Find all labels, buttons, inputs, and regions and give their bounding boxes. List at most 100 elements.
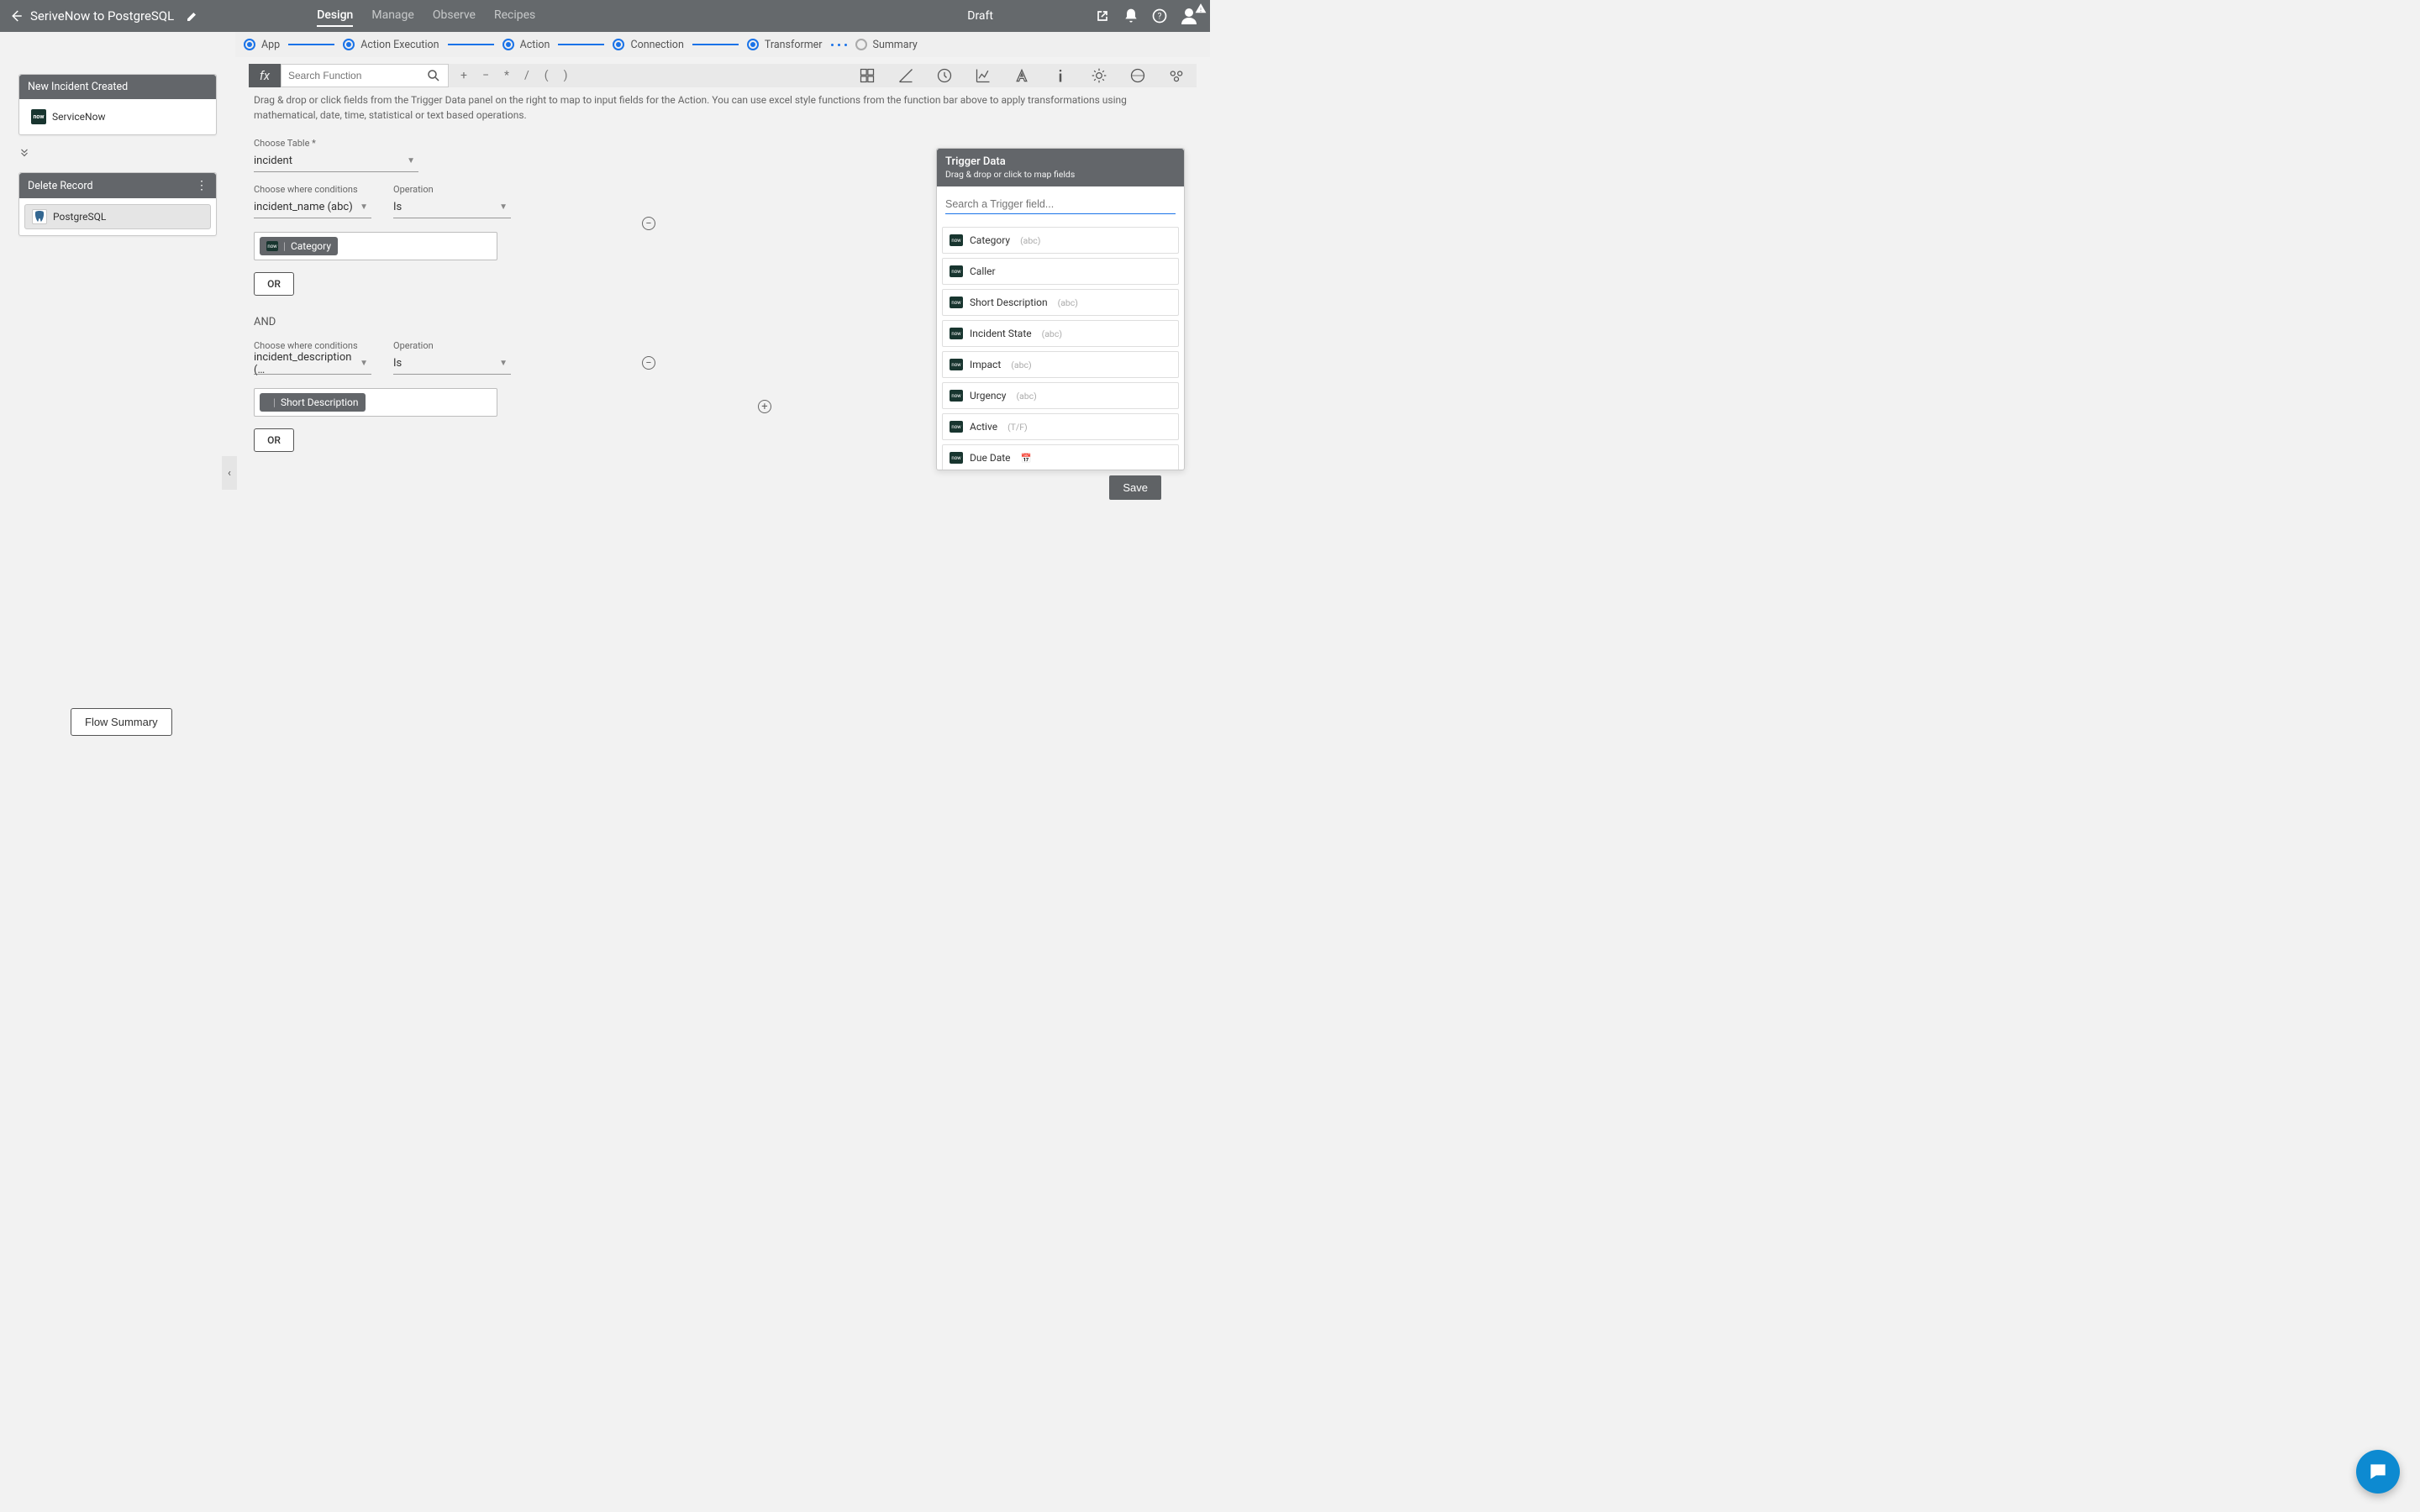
function-search-input[interactable] [288,70,426,81]
dropdown-icon: ▼ [360,202,368,212]
trigger-search-input[interactable] [945,195,1176,213]
trigger-field-item[interactable]: nowDue Date📅 [942,444,1179,470]
trigger-field-list: nowCategory(abc) nowCaller nowShort Desc… [937,221,1184,470]
dropdown-icon: ▼ [407,156,415,165]
sidebar: New Incident Created nowServiceNow Delet… [0,57,235,756]
op-rparen[interactable]: ) [564,69,568,82]
trigger-field-item[interactable]: nowShort Description(abc) [942,289,1179,316]
main-content: fx + − * / ( ) [235,57,1210,756]
remove-condition-icon[interactable]: − [642,356,655,370]
category-misc-icon[interactable] [1168,67,1185,84]
trigger-field-item[interactable]: nowCategory(abc) [942,227,1179,254]
chat-icon [2367,1461,2389,1483]
where-label: Choose where conditions [254,184,371,195]
category-info-icon[interactable] [1052,67,1069,84]
action-card[interactable]: Delete Record ⋮ PostgreSQL [18,172,217,236]
trigger-card[interactable]: New Incident Created nowServiceNow [18,74,217,135]
op-label: Operation [393,184,511,195]
trigger-panel-title: Trigger Data [945,155,1176,168]
servicenow-logo-icon: now [31,109,46,124]
dropdown-icon: ▼ [499,359,508,368]
mapped-field-pill[interactable]: |Short Description [260,393,366,412]
category-stats-icon[interactable] [975,67,992,84]
category-math-icon[interactable] [859,67,876,84]
trigger-field-item[interactable]: nowIncident State(abc) [942,320,1179,347]
step-dot-app[interactable] [244,39,255,50]
trigger-field-item[interactable]: nowActive(T/F) [942,413,1179,440]
category-lookup-icon[interactable] [1129,67,1146,84]
step-dot-connection[interactable] [613,39,624,50]
action-app-badge[interactable]: PostgreSQL [24,204,211,229]
topbar: SeriveNow to PostgreSQL Design Manage Ob… [0,0,1210,32]
help-icon[interactable]: ? [1151,8,1168,24]
operator-bar: + − * / ( ) [460,69,567,82]
remove-condition-icon[interactable]: − [642,217,655,230]
category-time-icon[interactable] [936,67,953,84]
step-dot-summary[interactable] [855,39,867,50]
trigger-field-item[interactable]: nowImpact(abc) [942,351,1179,378]
step-connection[interactable]: Connection [630,39,683,51]
action-menu-icon[interactable]: ⋮ [196,179,208,192]
mapped-field-pill[interactable]: now|Category [260,237,338,255]
servicenow-mini-icon: now [950,390,963,402]
trigger-app-badge[interactable]: nowServiceNow [24,105,211,129]
trigger-field-item[interactable]: nowUrgency(abc) [942,382,1179,409]
step-summary[interactable]: Summary [873,39,918,51]
category-icons [859,67,1197,84]
expand-icon[interactable] [18,147,217,159]
cond1-field-select[interactable]: incident_name (abc)▼ [254,197,371,218]
category-angle-icon[interactable] [897,67,914,84]
bell-icon[interactable] [1123,8,1139,24]
servicenow-mini-icon: now [950,297,963,308]
op-mult[interactable]: * [504,69,509,82]
step-app[interactable]: App [261,39,280,51]
step-action-execution[interactable]: Action Execution [360,39,439,51]
search-icon[interactable] [426,68,441,83]
servicenow-mini-icon: now [950,328,963,339]
cond1-op-select[interactable]: Is▼ [393,197,511,218]
dropdown-icon: ▼ [499,202,508,212]
tab-manage[interactable]: Manage [371,5,413,27]
back-arrow-icon[interactable] [8,8,24,24]
step-dot-transformer[interactable] [747,39,759,50]
step-dot-action-execution[interactable] [343,39,355,50]
cond2-field-select[interactable]: incident_description (…▼ [254,353,371,375]
edit-icon[interactable] [186,9,199,23]
warning-badge-icon [1195,3,1207,14]
step-transformer[interactable]: Transformer [765,39,823,51]
function-search[interactable] [281,64,449,87]
postgresql-logo-icon [32,209,47,224]
add-condition-icon[interactable]: + [758,400,771,413]
servicenow-mini-icon: now [950,265,963,277]
flow-summary-button[interactable]: Flow Summary [71,708,172,736]
fx-icon: fx [249,64,281,87]
step-action[interactable]: Action [520,39,550,51]
page-title: SeriveNow to PostgreSQL [30,8,174,24]
or-button[interactable]: OR [254,272,294,296]
or-button[interactable]: OR [254,428,294,452]
category-logic-icon[interactable] [1091,67,1107,84]
op-minus[interactable]: − [482,69,489,82]
tab-design[interactable]: Design [317,5,353,27]
op-lparen[interactable]: ( [544,69,549,82]
action-title: Delete Record [28,180,93,192]
save-button[interactable]: Save [1109,475,1161,500]
trigger-panel-sub: Drag & drop or click to map fields [945,169,1176,180]
tab-recipes[interactable]: Recipes [494,5,535,27]
chat-fab[interactable] [2356,1450,2400,1494]
avatar[interactable] [1180,8,1202,24]
cond2-op-select[interactable]: Is▼ [393,353,511,375]
servicenow-mini-icon: now [950,359,963,370]
op-div[interactable]: / [524,69,529,82]
cond2-value-box[interactable]: |Short Description [254,388,497,417]
cond1-value-box[interactable]: now|Category [254,232,497,260]
hint-text: Drag & drop or click fields from the Tri… [254,92,1192,123]
table-select[interactable]: incident▼ [254,150,418,172]
category-text-icon[interactable] [1013,67,1030,84]
open-external-icon[interactable] [1094,8,1111,24]
tab-observe[interactable]: Observe [433,5,476,27]
trigger-field-item[interactable]: nowCaller [942,258,1179,285]
op-plus[interactable]: + [460,69,467,82]
svg-text:?: ? [1158,12,1162,21]
step-dot-action[interactable] [502,39,514,50]
